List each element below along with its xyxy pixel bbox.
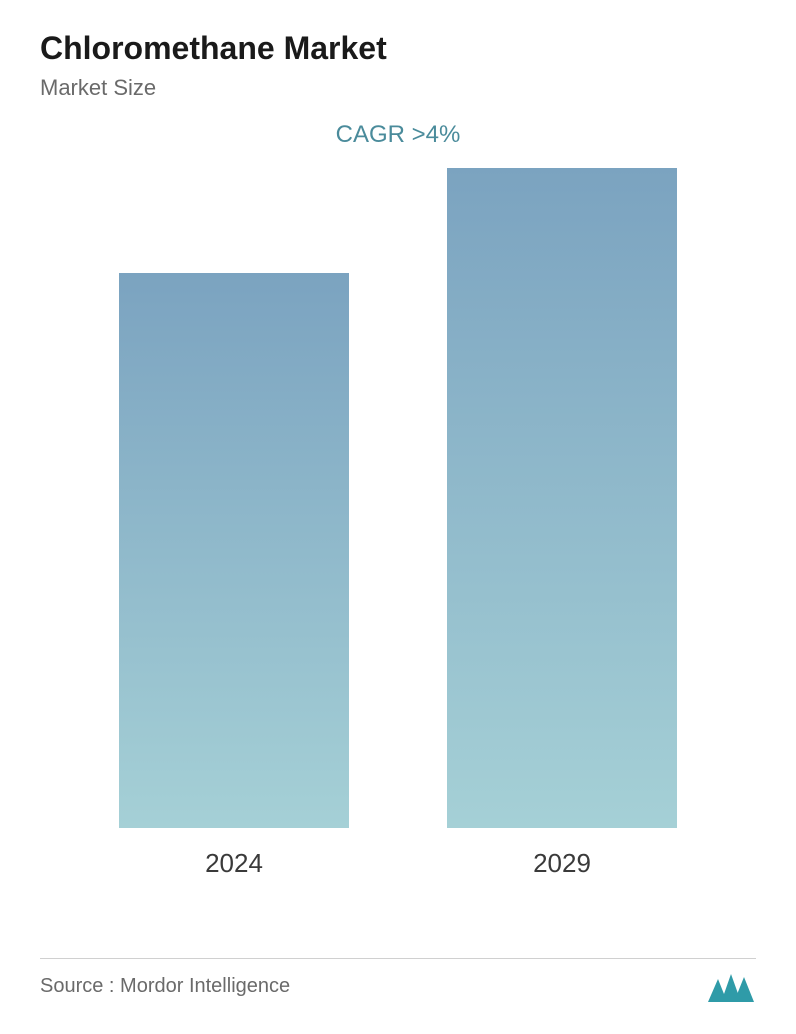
footer: Source : Mordor Intelligence (40, 969, 756, 1004)
bar-2024 (119, 273, 349, 828)
footer-divider (40, 958, 756, 959)
bar-group-0: 2024 (119, 273, 349, 879)
bar-label-2024: 2024 (205, 848, 263, 879)
bar-2029 (447, 168, 677, 828)
bar-group-1: 2029 (447, 168, 677, 879)
cagr-label: CAGR >4% (40, 121, 756, 149)
bar-label-2029: 2029 (533, 848, 591, 879)
mordor-logo-icon (706, 969, 756, 1004)
chart-subtitle: Market Size (40, 75, 756, 101)
source-text: Source : Mordor Intelligence (40, 975, 290, 998)
chart-title: Chloromethane Market (40, 30, 756, 67)
chart-area: 2024 2029 (40, 199, 756, 879)
